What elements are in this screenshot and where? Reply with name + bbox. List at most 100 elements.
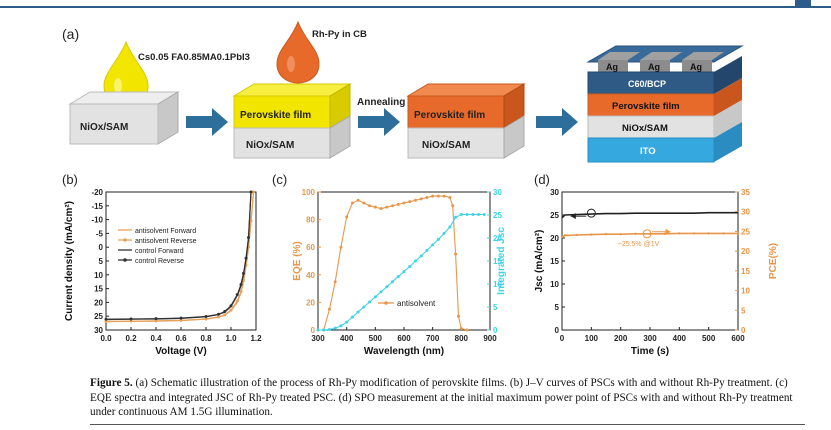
- caption-text: (a) Schematic illustration of the proces…: [90, 377, 793, 418]
- ag-label-3: Ag: [690, 62, 702, 72]
- data-point: [736, 232, 740, 235]
- y2-axis-label: Integrated Jsc: [496, 227, 507, 295]
- y2-tick-label: 35: [741, 188, 750, 197]
- data-point: [333, 280, 337, 284]
- perovskite-block-2: [232, 83, 352, 159]
- data-point: [322, 328, 326, 332]
- x-axis-label: Wavelength (nm): [364, 346, 444, 357]
- y-tick-label: -20: [91, 188, 103, 197]
- y-axis-label: EQE (%): [292, 241, 303, 280]
- x-tick-label: 1.2: [250, 334, 262, 343]
- data-point: [459, 213, 463, 217]
- y-tick-label: 0: [99, 243, 104, 252]
- x-tick-label: 0.6: [175, 334, 187, 343]
- y-tick-label: 30: [550, 188, 559, 197]
- panel-label: (d): [534, 172, 550, 187]
- data-point: [249, 219, 253, 223]
- pce-indicator-circle: [642, 229, 652, 239]
- data-point: [362, 201, 366, 205]
- y-tick-label: -15: [91, 202, 103, 211]
- data-point: [590, 233, 593, 236]
- x-tick-label: 300: [643, 334, 657, 343]
- ag-label-1: Ag: [606, 62, 618, 72]
- rh-py-drop-icon: [276, 20, 320, 84]
- x-tick-label: 100: [585, 334, 599, 343]
- arrowhead: [570, 213, 576, 220]
- series-line: [318, 195, 468, 331]
- header-tab: [795, 0, 811, 6]
- process-arrow-2: [358, 108, 400, 136]
- data-point: [663, 232, 666, 235]
- x-tick-label: 0.8: [200, 334, 212, 343]
- y-tick-label: 60: [306, 243, 315, 252]
- y2-tick-label: 5: [493, 303, 498, 312]
- drop2-label: Rh-Py in CB: [312, 29, 367, 40]
- y2-tick-label: 10: [493, 280, 502, 289]
- data-point: [129, 319, 133, 323]
- bottom-rule: [90, 424, 805, 425]
- x-tick-label: 400: [340, 334, 354, 343]
- data-point: [408, 265, 412, 269]
- data-point: [179, 318, 183, 322]
- data-point: [692, 232, 696, 235]
- data-point: [373, 205, 377, 209]
- data-point: [223, 313, 227, 317]
- schematic-panel-a: (a) Cs0.05 FA0.85MA0.1PbI3 NiOx/SAM Rh-P…: [62, 20, 744, 163]
- caption-figure-label: Figure 5.: [90, 377, 133, 389]
- data-point: [379, 290, 383, 294]
- y-tick-label: 80: [306, 216, 315, 225]
- ag-label-2: Ag: [648, 62, 660, 72]
- y-tick-label: 5: [555, 303, 560, 312]
- data-point: [327, 307, 331, 311]
- y-tick-label: 20: [550, 234, 559, 243]
- data-point: [431, 243, 435, 247]
- data-point: [678, 232, 681, 235]
- data-point: [327, 328, 331, 332]
- data-point: [413, 198, 417, 202]
- y2-tick-label: 0: [493, 326, 498, 335]
- plot-frame: [317, 191, 491, 331]
- y2-tick-label: 0: [741, 326, 746, 335]
- data-point: [104, 319, 108, 323]
- data-point: [129, 317, 133, 321]
- y2-tick-label: 30: [493, 188, 502, 197]
- series-line: [105, 191, 255, 322]
- data-point: [619, 232, 622, 236]
- y-tick-label: 20: [306, 298, 315, 307]
- y2-tick-label: 15: [741, 267, 750, 276]
- data-point: [345, 320, 349, 324]
- y-tick-label: 10: [94, 271, 103, 280]
- y-tick-label: 0: [311, 326, 316, 335]
- panel-a-label: (a): [62, 26, 79, 42]
- block2-top-label: Perovskite film: [240, 110, 311, 121]
- data-point: [396, 275, 400, 279]
- series-line: [105, 191, 255, 323]
- y-axis-label: Jsc (mA/cm²): [534, 230, 545, 293]
- data-point: [104, 317, 108, 321]
- x-tick-label: 900: [483, 334, 497, 343]
- data-point: [413, 259, 417, 263]
- data-point: [419, 254, 423, 258]
- data-point: [239, 289, 243, 293]
- data-point: [345, 215, 349, 219]
- y-tick-label: 25: [94, 312, 103, 321]
- data-point: [482, 213, 486, 217]
- y2-tick-label: 10: [741, 287, 750, 296]
- y-tick-label: 100: [302, 188, 316, 197]
- data-point: [373, 295, 377, 299]
- block1-label: NiOx/SAM: [80, 122, 128, 133]
- data-point: [448, 225, 452, 229]
- y2-tick-label: 25: [493, 211, 502, 220]
- data-point: [333, 326, 337, 330]
- substrate-block-1: [68, 91, 180, 145]
- device-perovskite-label: Perovskite film: [612, 101, 680, 112]
- data-point: [356, 310, 360, 314]
- data-point: [229, 304, 233, 308]
- data-point: [402, 201, 406, 205]
- legend-label: antisolvent Forward: [135, 228, 196, 235]
- y-axis-label: Current density (mA/cm²): [64, 201, 75, 321]
- data-point: [634, 232, 637, 235]
- data-point: [396, 202, 400, 206]
- data-point: [442, 194, 446, 198]
- x-tick-label: 0.4: [150, 334, 162, 343]
